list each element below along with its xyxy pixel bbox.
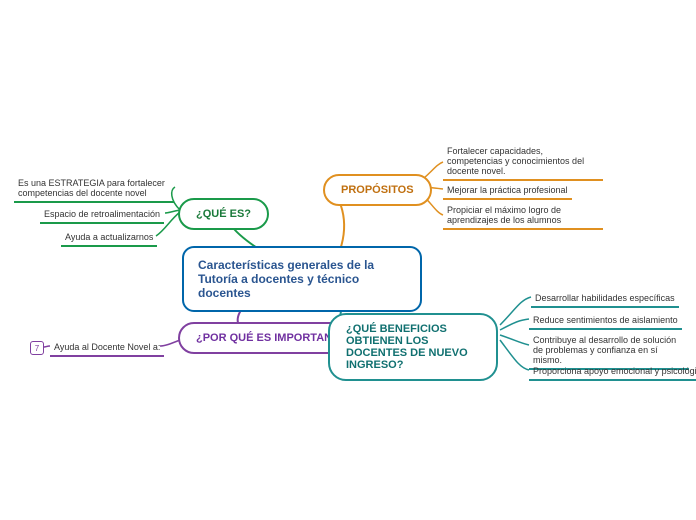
- leaf-que-es-0[interactable]: Es una ESTRATEGIA para fortalecer compet…: [14, 176, 174, 203]
- central-topic-text: Características generales de la Tutoría …: [198, 258, 374, 300]
- branch-beneficios[interactable]: ¿QUÉ BENEFICIOS OBTIENEN LOS DOCENTES DE…: [328, 313, 498, 381]
- central-topic[interactable]: Características generales de la Tutoría …: [182, 246, 422, 312]
- collapse-badge[interactable]: 7: [30, 341, 44, 355]
- leaf-beneficios-1[interactable]: Reduce sentimientos de aislamiento: [529, 313, 682, 330]
- leaf-que-es-2[interactable]: Ayuda a actualizarnos: [61, 230, 157, 247]
- leaf-por-que-0[interactable]: Ayuda al Docente Novel a:: [50, 340, 164, 357]
- branch-que-es-label: ¿QUÉ ES?: [196, 208, 251, 220]
- branch-propositos[interactable]: PROPÓSITOS: [323, 174, 432, 206]
- leaf-que-es-1[interactable]: Espacio de retroalimentación: [40, 207, 164, 224]
- leaf-beneficios-0[interactable]: Desarrollar habilidades específicas: [531, 291, 679, 308]
- leaf-propositos-1[interactable]: Mejorar la práctica profesional: [443, 183, 572, 200]
- leaf-propositos-0[interactable]: Fortalecer capacidades, competencias y c…: [443, 144, 603, 181]
- branch-propositos-label: PROPÓSITOS: [341, 184, 414, 196]
- branch-beneficios-label: ¿QUÉ BENEFICIOS OBTIENEN LOS DOCENTES DE…: [346, 323, 468, 371]
- branch-que-es[interactable]: ¿QUÉ ES?: [178, 198, 269, 230]
- leaf-beneficios-3[interactable]: Proporciona apoyo emocional y psicológic…: [529, 364, 696, 381]
- leaf-propositos-2[interactable]: Propiciar el máximo logro de aprendizaje…: [443, 203, 603, 230]
